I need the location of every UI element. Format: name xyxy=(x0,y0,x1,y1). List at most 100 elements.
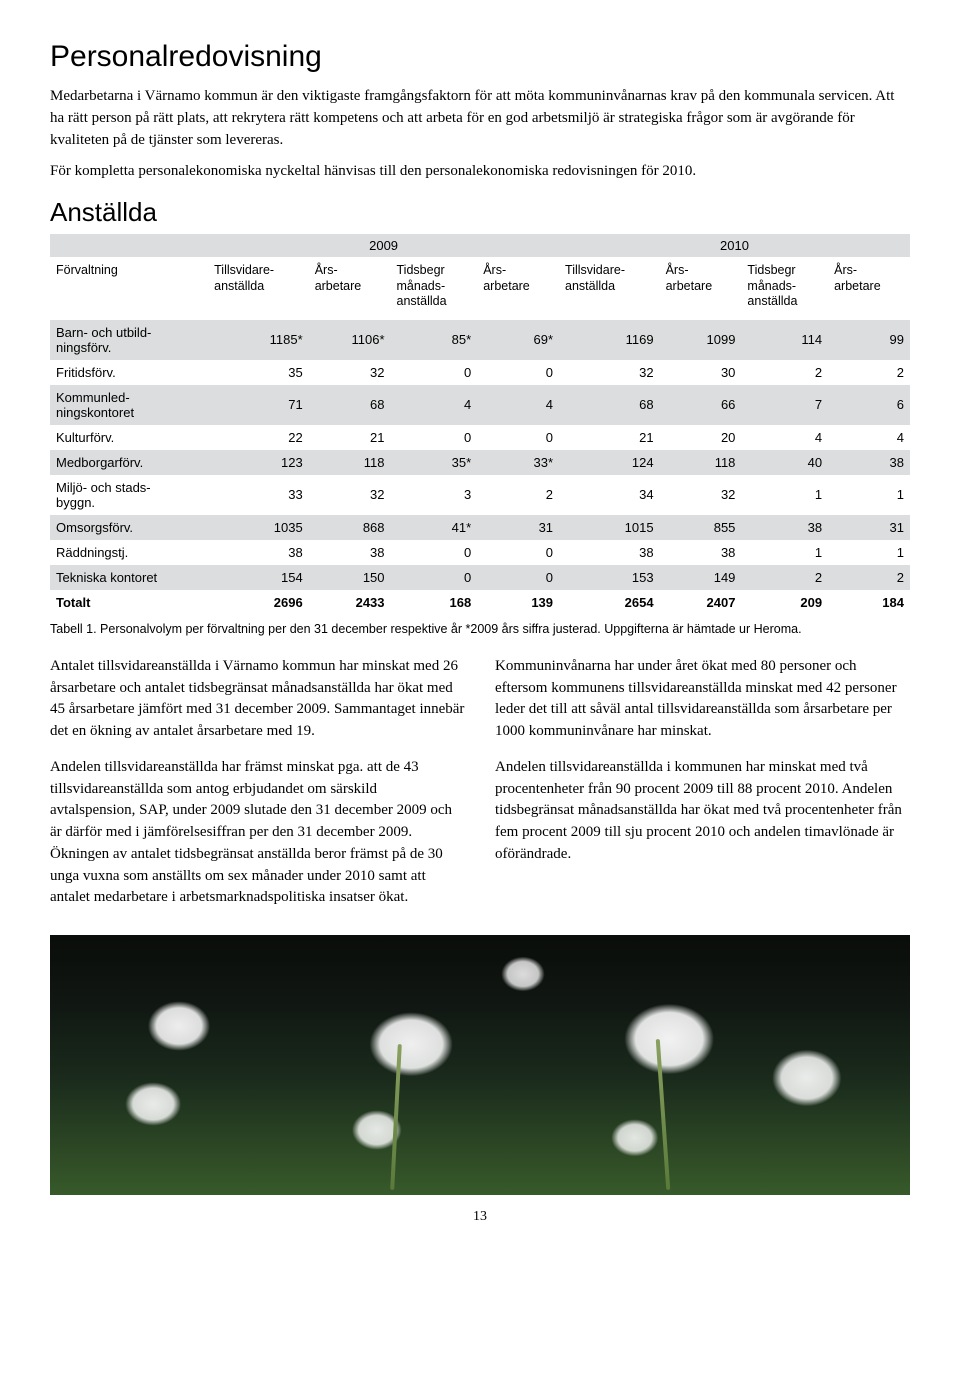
table-cell: 22 xyxy=(208,425,309,450)
table-cell: 31 xyxy=(477,515,559,540)
table-cell: 209 xyxy=(741,590,828,615)
table-cell: 154 xyxy=(208,565,309,590)
table-cell: 33* xyxy=(477,450,559,475)
table-cell: 38 xyxy=(208,540,309,565)
body-left-column: Antalet tillsvidareanställda i Värnamo k… xyxy=(50,656,465,923)
table-header-year-2009: 2009 xyxy=(208,234,559,257)
table-cell: Medborgarförv. xyxy=(50,450,208,475)
body-right-column: Kommuninvånarna har under året ökat med … xyxy=(495,656,910,923)
table-cell: 7 xyxy=(741,385,828,425)
table-column-header: Års- arbetare xyxy=(660,257,742,320)
table-cell: 2696 xyxy=(208,590,309,615)
table-cell: 34 xyxy=(559,475,660,515)
table-caption: Tabell 1. Personalvolym per förvaltning … xyxy=(50,621,910,638)
table-cell: 855 xyxy=(660,515,742,540)
table-cell: 2 xyxy=(477,475,559,515)
decorative-photo xyxy=(50,935,910,1195)
table-cell: Kommunled- ningskontoret xyxy=(50,385,208,425)
table-cell: 114 xyxy=(741,320,828,360)
table-cell: 0 xyxy=(391,565,478,590)
table-cell: 3 xyxy=(391,475,478,515)
table-cell: 4 xyxy=(477,385,559,425)
table-cell: 2 xyxy=(828,360,910,385)
table-cell: 71 xyxy=(208,385,309,425)
table-cell: 35 xyxy=(208,360,309,385)
table-cell: 21 xyxy=(309,425,391,450)
table-cell: 2407 xyxy=(660,590,742,615)
table-cell: 153 xyxy=(559,565,660,590)
table-cell: 35* xyxy=(391,450,478,475)
table-cell: Miljö- och stads- byggn. xyxy=(50,475,208,515)
table-cell: 66 xyxy=(660,385,742,425)
table-cell: 32 xyxy=(309,360,391,385)
table-cell: Tekniska kontoret xyxy=(50,565,208,590)
table-cell: 2 xyxy=(741,360,828,385)
table-cell: Barn- och utbild- ningsförv. xyxy=(50,320,208,360)
employees-table: 2009 2010 FörvaltningTillsvidare- anstäl… xyxy=(50,234,910,615)
table-cell: 2 xyxy=(828,565,910,590)
table-column-header: Förvaltning xyxy=(50,257,208,320)
table-cell: 1015 xyxy=(559,515,660,540)
table-row: Fritidsförv.353200323022 xyxy=(50,360,910,385)
table-cell: 0 xyxy=(477,565,559,590)
table-row: Totalt2696243316813926542407209184 xyxy=(50,590,910,615)
table-row: Miljö- och stads- byggn.333232343211 xyxy=(50,475,910,515)
table-cell: Räddningstj. xyxy=(50,540,208,565)
table-cell: 38 xyxy=(559,540,660,565)
table-cell: 69* xyxy=(477,320,559,360)
table-cell: 0 xyxy=(477,360,559,385)
table-column-header: Tillsvidare- anställda xyxy=(559,257,660,320)
table-cell: 868 xyxy=(309,515,391,540)
section-heading: Anställda xyxy=(50,197,910,228)
table-cell: 33 xyxy=(208,475,309,515)
table-header-year-2010: 2010 xyxy=(559,234,910,257)
table-cell: 1106* xyxy=(309,320,391,360)
table-cell: 38 xyxy=(828,450,910,475)
table-cell: Fritidsförv. xyxy=(50,360,208,385)
table-column-header: Års- arbetare xyxy=(309,257,391,320)
table-row: Kommunled- ningskontoret716844686676 xyxy=(50,385,910,425)
table-cell: 150 xyxy=(309,565,391,590)
intro-paragraph-1: Medarbetarna i Värnamo kommun är den vik… xyxy=(50,86,910,151)
table-column-header: Tillsvidare- anställda xyxy=(208,257,309,320)
table-cell: 0 xyxy=(477,540,559,565)
table-cell: 1 xyxy=(828,540,910,565)
table-cell: 4 xyxy=(391,385,478,425)
table-cell: 38 xyxy=(741,515,828,540)
table-cell: 184 xyxy=(828,590,910,615)
table-cell: 1 xyxy=(741,540,828,565)
table-cell: Totalt xyxy=(50,590,208,615)
table-cell: 1099 xyxy=(660,320,742,360)
table-cell: 4 xyxy=(741,425,828,450)
table-cell: 123 xyxy=(208,450,309,475)
table-cell: 168 xyxy=(391,590,478,615)
table-cell: 2433 xyxy=(309,590,391,615)
body-paragraph: Andelen tillsvidareanställda har främst … xyxy=(50,757,465,909)
table-column-header: Tidsbegr månads- anställda xyxy=(741,257,828,320)
page-number: 13 xyxy=(50,1209,910,1225)
table-cell: 1185* xyxy=(208,320,309,360)
table-cell: 40 xyxy=(741,450,828,475)
table-cell: 32 xyxy=(559,360,660,385)
table-cell: 0 xyxy=(391,360,478,385)
table-cell: 118 xyxy=(309,450,391,475)
table-cell: 1 xyxy=(828,475,910,515)
table-cell: 0 xyxy=(391,425,478,450)
table-row: Medborgarförv.12311835*33*1241184038 xyxy=(50,450,910,475)
table-cell: 31 xyxy=(828,515,910,540)
table-cell: 2654 xyxy=(559,590,660,615)
table-column-header: Års- arbetare xyxy=(828,257,910,320)
page-title: Personalredovisning xyxy=(50,40,910,74)
body-paragraph: Andelen tillsvidareanställda i kommunen … xyxy=(495,757,910,866)
table-cell: 6 xyxy=(828,385,910,425)
table-cell: 41* xyxy=(391,515,478,540)
table-cell: 68 xyxy=(559,385,660,425)
table-cell: Kulturförv. xyxy=(50,425,208,450)
table-cell: 38 xyxy=(309,540,391,565)
table-cell: 38 xyxy=(660,540,742,565)
table-cell: 149 xyxy=(660,565,742,590)
body-paragraph: Kommuninvånarna har under året ökat med … xyxy=(495,656,910,743)
table-cell: 139 xyxy=(477,590,559,615)
table-cell: 32 xyxy=(660,475,742,515)
table-row: Omsorgsförv.103586841*3110158553831 xyxy=(50,515,910,540)
